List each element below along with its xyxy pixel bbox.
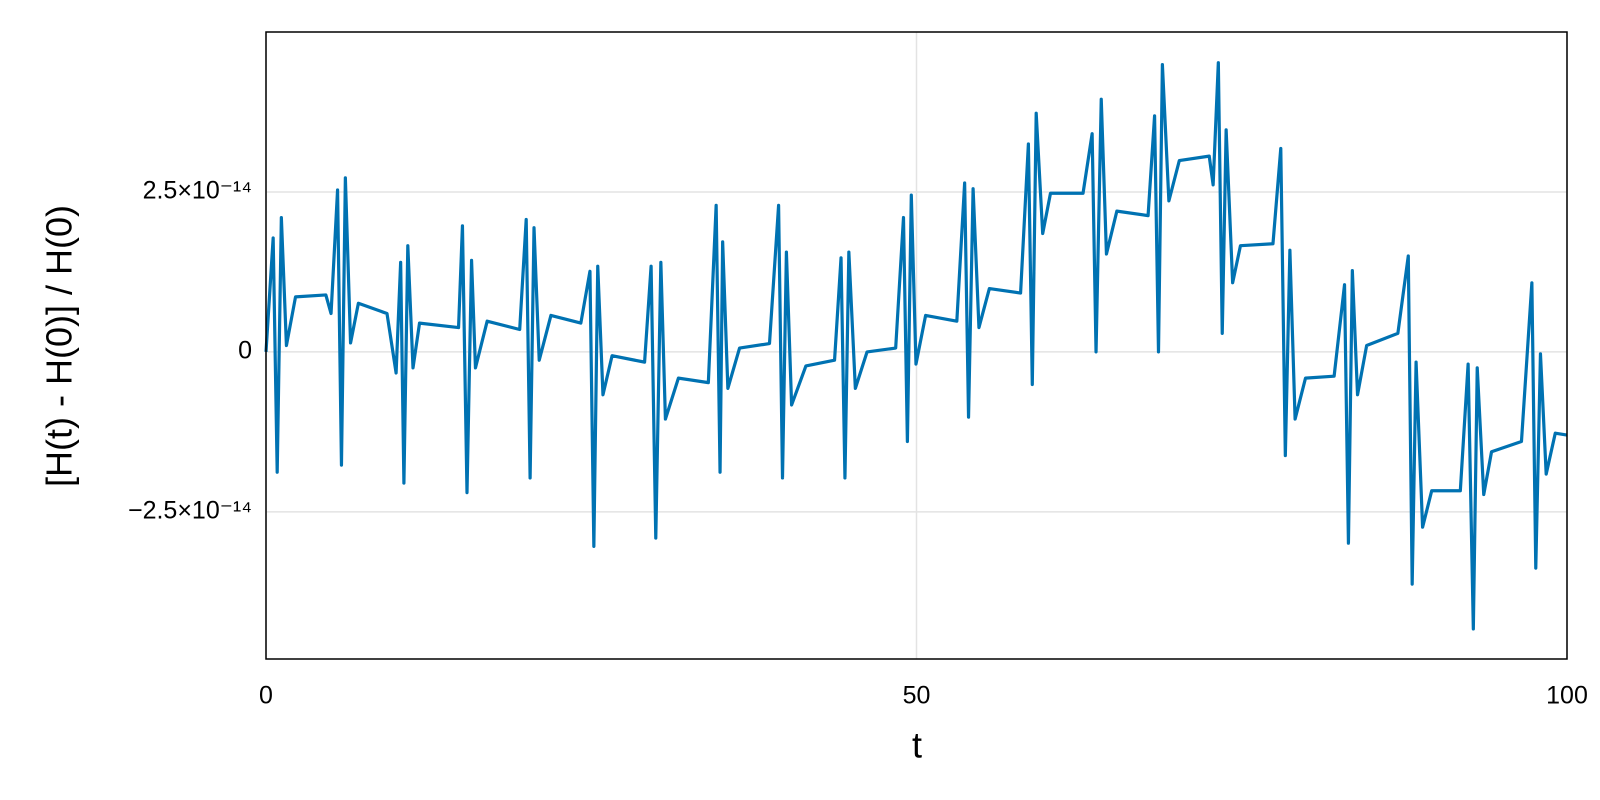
y-tick-label: 2.5×10⁻¹⁴ bbox=[143, 177, 252, 205]
x-tick-label: 50 bbox=[903, 682, 931, 710]
y-axis-label: [H(t) - H(0)] / H(0) bbox=[39, 205, 80, 487]
x-axis-label: t bbox=[912, 725, 922, 766]
x-tick-label: 100 bbox=[1546, 682, 1588, 710]
y-tick-label: −2.5×10⁻¹⁴ bbox=[128, 496, 252, 524]
y-tick-label: 0 bbox=[238, 337, 252, 365]
plot-frame bbox=[265, 31, 1568, 660]
x-tick-label: 0 bbox=[259, 682, 273, 710]
data-line bbox=[264, 61, 1568, 631]
